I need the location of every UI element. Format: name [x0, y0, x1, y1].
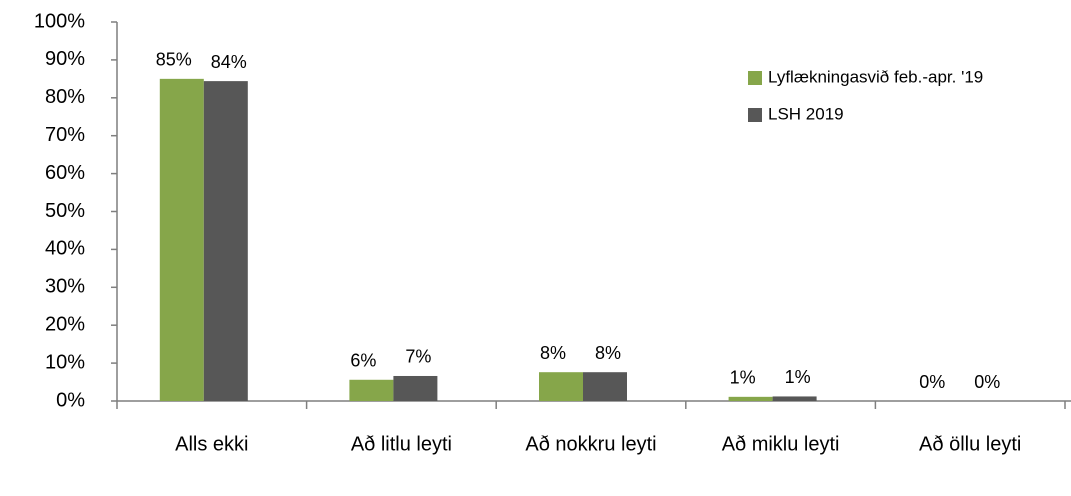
y-tick-label: 90%	[45, 48, 85, 70]
y-tick-label: 100%	[34, 10, 85, 32]
y-tick-label: 60%	[45, 162, 85, 184]
y-tick-label: 10%	[45, 351, 85, 373]
x-tick-label: Að nokkru leyti	[525, 433, 656, 455]
y-tick-label: 0%	[56, 389, 85, 411]
x-tick-label: Að litlu leyti	[351, 433, 452, 455]
y-tick-label: 70%	[45, 124, 85, 146]
bar	[583, 372, 627, 401]
y-tick-label: 20%	[45, 313, 85, 335]
bar	[349, 379, 394, 401]
x-tick-label: Alls ekki	[175, 433, 248, 455]
data-label: 0%	[974, 372, 1000, 392]
data-label: 84%	[211, 52, 247, 72]
data-label: 0%	[919, 372, 945, 392]
bar	[203, 81, 248, 402]
x-tick-label: Að öllu leyti	[919, 433, 1021, 455]
data-label: 6%	[350, 351, 376, 371]
legend-swatch	[748, 108, 762, 122]
data-label: 85%	[156, 50, 192, 70]
bar	[539, 372, 583, 401]
data-label: 8%	[595, 343, 621, 363]
y-tick-label: 30%	[45, 276, 85, 298]
bar	[772, 396, 817, 401]
bar	[728, 396, 773, 401]
legend-swatch	[748, 71, 762, 85]
y-tick-label: 80%	[45, 86, 85, 108]
bar	[159, 78, 204, 401]
x-tick-label: Að miklu leyti	[722, 433, 840, 455]
data-label: 7%	[405, 347, 431, 367]
data-label: 1%	[785, 367, 811, 387]
data-label: 1%	[730, 368, 756, 388]
data-label: 8%	[540, 343, 566, 363]
bar	[393, 375, 438, 401]
legend-label: Lyflækningasvið feb.-apr. '19	[768, 67, 983, 86]
y-tick-label: 50%	[45, 200, 85, 222]
legend-label: LSH 2019	[768, 104, 844, 123]
y-tick-label: 40%	[45, 238, 85, 260]
